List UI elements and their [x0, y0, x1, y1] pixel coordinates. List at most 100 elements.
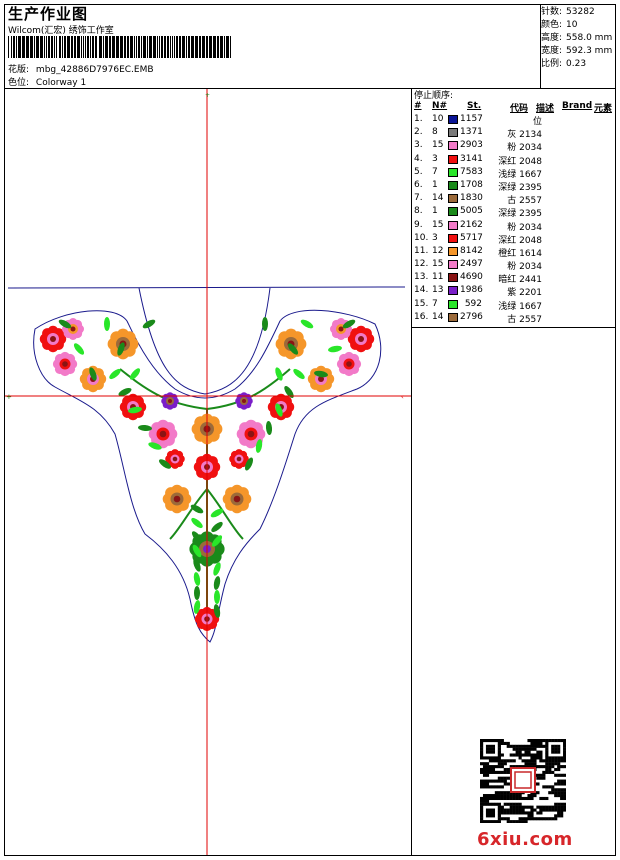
- design-file-row: 花版: mbg_42886D7976EC.EMB: [8, 62, 154, 75]
- stop-sequence-title: 停止顺序:: [414, 91, 454, 101]
- stop-index: 15.: [414, 298, 429, 309]
- stat-colors: 颜色: 10: [541, 20, 578, 30]
- embroidery-design-canvas: + + ‹: [5, 89, 411, 855]
- stop-list-divider: [411, 327, 616, 328]
- stop-index: 11.: [414, 245, 429, 256]
- stop-needle: 1: [432, 206, 438, 217]
- stop-index: 9.: [414, 219, 423, 230]
- colorway-row: 色位: Colorway 1: [8, 75, 86, 88]
- stop-description: 古 2557: [507, 196, 542, 207]
- thread-swatch: [448, 141, 458, 151]
- stop-description: 深绿 2395: [498, 209, 542, 220]
- stop-description: 古 2557: [507, 314, 542, 325]
- design-file-name: mbg_42886D7976EC.EMB: [35, 65, 154, 75]
- stop-stitches: 2903: [460, 140, 483, 151]
- stop-description: 粉 2034: [507, 143, 542, 154]
- stop-description: 深红 2048: [498, 235, 542, 246]
- thread-swatch: [448, 194, 458, 204]
- thread-swatch: [448, 260, 458, 270]
- stop-index: 13.: [414, 272, 429, 283]
- stop-index: 5.: [414, 166, 423, 177]
- stop-row: 9. 15 2162 粉 2034: [412, 220, 616, 233]
- print-sheet-border: [4, 4, 616, 856]
- col-code: 代码: [510, 104, 529, 114]
- guide-mark-left: +: [6, 393, 12, 401]
- stop-stitches: 1830: [460, 193, 483, 204]
- studio-name: Wilcom(汇宏) 绣饰工作室: [8, 26, 114, 36]
- stop-row: 14. 13 1986 紫 2201: [412, 285, 616, 298]
- stop-index: 6.: [414, 179, 423, 190]
- stop-needle: 14: [432, 193, 444, 204]
- stop-row: 13. 11 4690 暗红 2441: [412, 272, 616, 285]
- stop-description: 橙红 1614: [498, 248, 542, 259]
- thread-swatch: [448, 246, 458, 256]
- stop-stitches: 4690: [460, 272, 483, 283]
- stop-needle: 7: [432, 166, 438, 177]
- stop-needle: 3: [432, 153, 438, 164]
- stat-height: 高度: 558.0 mm: [541, 33, 613, 43]
- stop-stitches: 1986: [460, 285, 483, 296]
- thread-swatch: [448, 299, 458, 309]
- stop-row: 3. 15 2903 粉 2034: [412, 140, 616, 153]
- stop-needle: 10: [432, 114, 444, 124]
- stop-description: 暗红 2441: [498, 275, 542, 286]
- stop-needle: 13: [432, 285, 444, 296]
- stop-index: 12.: [414, 259, 429, 270]
- stop-index: 3.: [414, 140, 423, 151]
- stop-index: 10.: [414, 232, 429, 243]
- stop-description: 紫 2201: [507, 288, 542, 299]
- stop-row: 15. 7 592 浅绿 1667: [412, 299, 616, 312]
- stop-description: 位: [532, 117, 542, 127]
- stop-index: 7.: [414, 193, 423, 204]
- stop-row: 1. 10 1157 位: [412, 114, 616, 127]
- stop-stitches: 5005: [460, 206, 483, 217]
- colorway-name: Colorway 1: [35, 78, 87, 88]
- stop-row: 6. 1 1708 深绿 2395: [412, 180, 616, 193]
- col-index: #: [414, 101, 422, 111]
- stop-row: 10. 3 5717 深红 2048: [412, 233, 616, 246]
- yoke-outline: [33, 309, 382, 643]
- stop-sequence-list: 1. 10 1157 位 2. 8 1371 灰 2134 3. 15 2903 粉 2034 4. 3 3…: [412, 114, 616, 325]
- center-guides: + + ‹: [5, 89, 411, 855]
- stop-needle: 15: [432, 259, 444, 270]
- thread-swatch: [448, 167, 458, 177]
- thread-swatch: [448, 180, 458, 190]
- col-stitches: St.: [467, 101, 482, 111]
- thread-swatch: [448, 115, 458, 124]
- stop-stitches: 2162: [460, 219, 483, 230]
- stop-needle: 1: [432, 179, 438, 190]
- stop-row: 16. 14 2796 古 2557: [412, 312, 616, 325]
- stop-description: 浅绿 1667: [498, 169, 542, 180]
- stop-index: 2.: [414, 127, 423, 138]
- stats-divider: [540, 4, 541, 88]
- design-stats: 针数: 53282 颜色: 10 高度: 558.0 mm 宽度: 592.3 mm 比…: [541, 6, 612, 71]
- stop-row: 12. 15 2497 粉 2034: [412, 259, 616, 272]
- col-brand: Brand: [562, 101, 593, 111]
- stop-needle: 14: [432, 311, 444, 322]
- stop-stitches: 8142: [460, 245, 483, 256]
- stop-index: 8.: [414, 206, 423, 217]
- guide-mark-top: +: [205, 92, 210, 99]
- guide-mark-right: ‹: [401, 393, 404, 401]
- stop-row: 5. 7 7583 浅绿 1667: [412, 167, 616, 180]
- stop-description: 浅绿 1667: [498, 301, 542, 312]
- stop-stitches: 592: [464, 298, 482, 309]
- neck-curve: [138, 287, 271, 395]
- page-title: 生产作业图: [8, 5, 89, 23]
- stop-index: 1.: [414, 114, 423, 124]
- stop-needle: 8: [432, 127, 438, 138]
- thread-swatch: [448, 220, 458, 230]
- col-desc: 描述: [536, 104, 555, 114]
- design-file-label: 花版:: [8, 65, 30, 75]
- stop-row: 7. 14 1830 古 2557: [412, 193, 616, 206]
- stop-index: 14.: [414, 285, 429, 296]
- stop-description: 粉 2034: [507, 222, 542, 233]
- stop-row: 2. 8 1371 灰 2134: [412, 127, 616, 140]
- stop-stitches: 1708: [460, 179, 483, 190]
- thread-swatch: [448, 128, 458, 138]
- stop-description: 灰 2134: [507, 130, 542, 141]
- stop-needle: 3: [432, 232, 438, 243]
- stop-index: 4.: [414, 153, 423, 164]
- stop-stitches: 2796: [460, 311, 483, 322]
- stop-stitches: 5717: [460, 232, 483, 243]
